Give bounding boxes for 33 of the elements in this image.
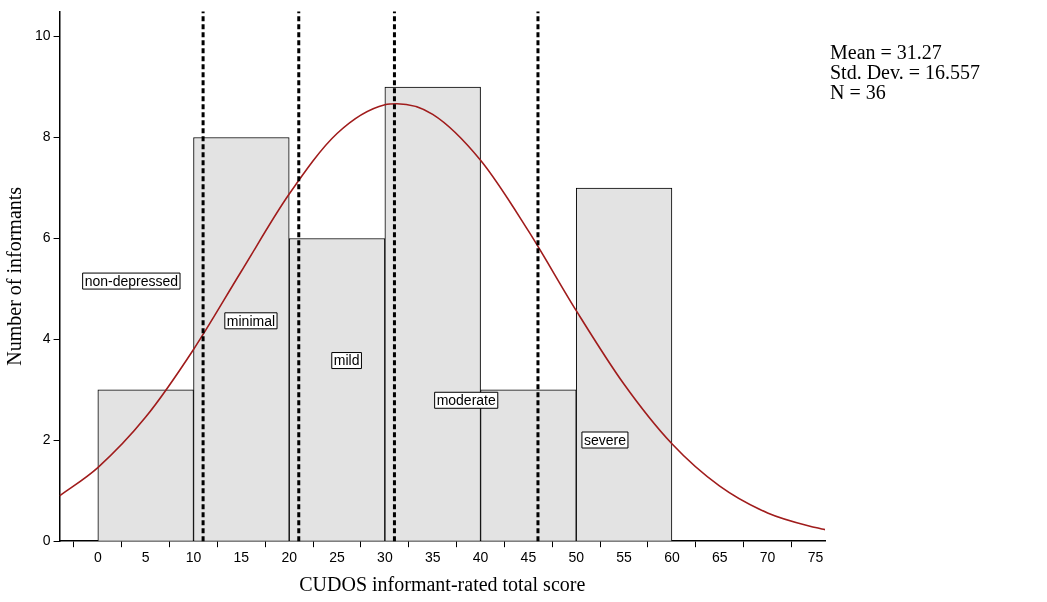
x-tick-label: 25: [329, 549, 346, 566]
x-tick-label: 40: [472, 549, 489, 566]
y-axis-title: Number of informants: [3, 186, 26, 366]
text: Mean = 31.27: [830, 41, 943, 63]
y-tick-label: 6: [42, 229, 51, 246]
x-tick-label: 70: [759, 549, 776, 566]
line-series: [59, 102, 825, 531]
x-tick-label: 10: [185, 549, 202, 566]
x-tick-label: 20: [281, 549, 298, 566]
x-tick-label: 75: [807, 549, 824, 566]
x-tick-label: 60: [664, 549, 680, 566]
annotation: moderate: [436, 392, 496, 409]
x-tick-label: 50: [568, 549, 585, 566]
text: N = 36: [830, 81, 887, 103]
annotation: severe: [583, 431, 627, 448]
y-tick-label: 8: [42, 128, 51, 145]
x-tick-label: 15: [233, 549, 250, 566]
x-tick-label: 30: [377, 549, 393, 566]
x-tick-label: 55: [616, 549, 633, 566]
x-tick-label: 35: [424, 549, 441, 566]
x-tick-label: 45: [520, 549, 537, 566]
text: Std. Dev. = 16.557: [830, 61, 980, 83]
x-tick-label: 65: [711, 549, 728, 566]
annotation: mild: [333, 352, 360, 369]
annotation: minimal: [226, 312, 276, 329]
y-tick-label: 2: [42, 431, 51, 448]
x-tick-label: 0: [93, 549, 102, 566]
y-tick-label: 0: [42, 532, 51, 549]
annotation: non-depressed: [84, 272, 179, 289]
y-tick-label: 10: [34, 27, 51, 44]
x-axis-title: CUDOS informant-rated total score: [299, 573, 586, 596]
y-tick-label: 4: [42, 330, 51, 347]
x-tick-label: 5: [141, 549, 150, 566]
